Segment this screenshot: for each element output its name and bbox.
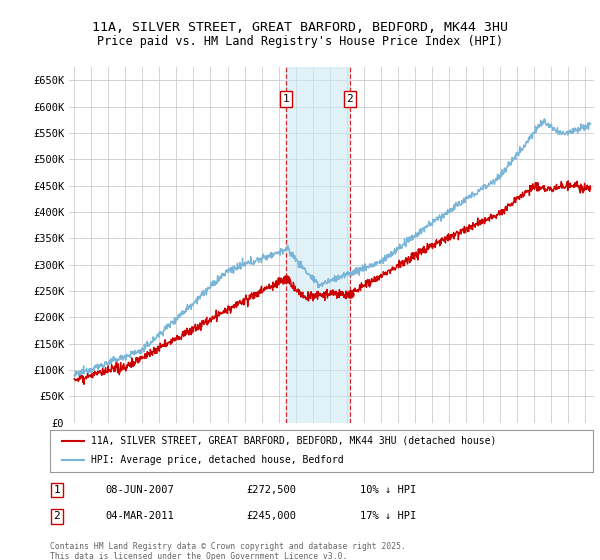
Text: 08-JUN-2007: 08-JUN-2007 (105, 485, 174, 495)
Text: 11A, SILVER STREET, GREAT BARFORD, BEDFORD, MK44 3HU (detached house): 11A, SILVER STREET, GREAT BARFORD, BEDFO… (91, 436, 496, 446)
Text: HPI: Average price, detached house, Bedford: HPI: Average price, detached house, Bedf… (91, 455, 343, 465)
Text: 10% ↓ HPI: 10% ↓ HPI (360, 485, 416, 495)
Text: 1: 1 (283, 94, 290, 104)
Text: £272,500: £272,500 (246, 485, 296, 495)
Text: Contains HM Land Registry data © Crown copyright and database right 2025.
This d: Contains HM Land Registry data © Crown c… (50, 542, 406, 560)
Text: 1: 1 (53, 485, 61, 495)
Text: 11A, SILVER STREET, GREAT BARFORD, BEDFORD, MK44 3HU: 11A, SILVER STREET, GREAT BARFORD, BEDFO… (92, 21, 508, 34)
Text: 17% ↓ HPI: 17% ↓ HPI (360, 511, 416, 521)
Text: £245,000: £245,000 (246, 511, 296, 521)
Text: 2: 2 (346, 94, 353, 104)
Text: Price paid vs. HM Land Registry's House Price Index (HPI): Price paid vs. HM Land Registry's House … (97, 35, 503, 48)
Text: 04-MAR-2011: 04-MAR-2011 (105, 511, 174, 521)
Bar (286, 67, 350, 423)
Text: 2: 2 (53, 511, 61, 521)
